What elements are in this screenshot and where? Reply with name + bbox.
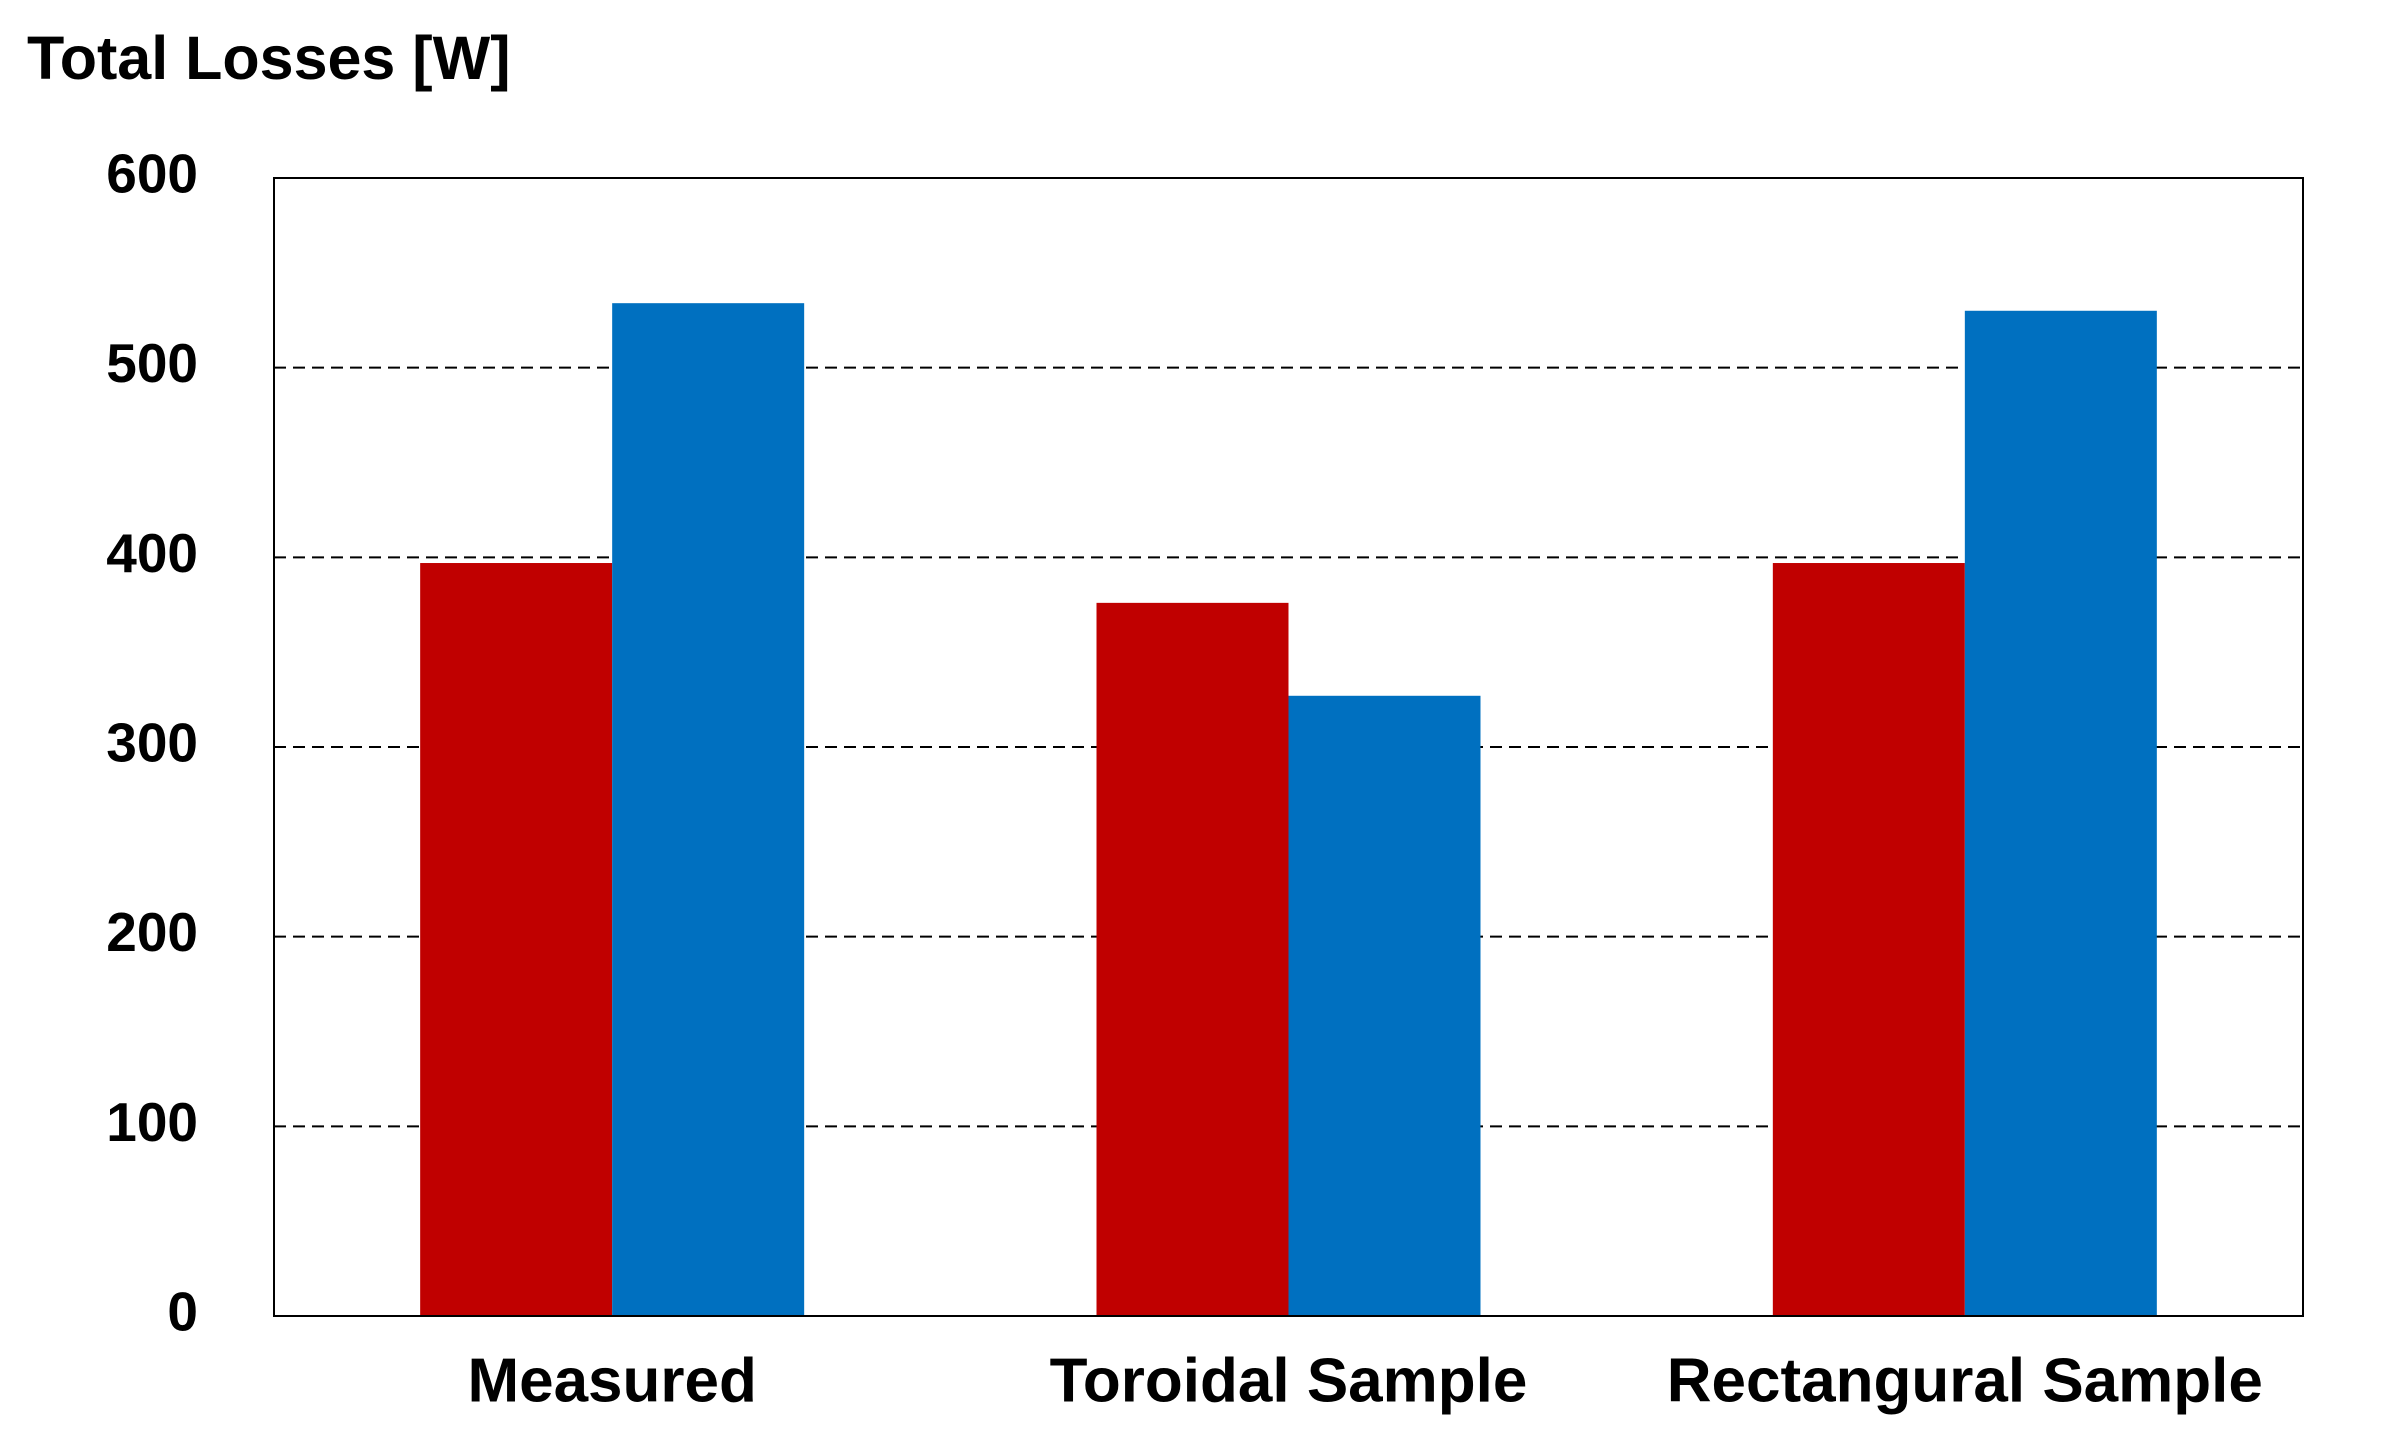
y-tick-label: 400 xyxy=(106,522,198,584)
y-tick-label: 100 xyxy=(106,1091,198,1153)
y-tick-label: 600 xyxy=(106,143,198,205)
bar xyxy=(612,303,805,1316)
plot-frame xyxy=(273,177,2304,1317)
bar xyxy=(420,563,613,1316)
x-tick-label: Toroidal Sample xyxy=(1050,1346,1528,1415)
bar xyxy=(1096,602,1289,1316)
y-axis-label: Total Losses [W] xyxy=(27,24,511,92)
x-tick-label: Measured xyxy=(467,1346,756,1415)
y-tick-label: 300 xyxy=(106,712,198,774)
bar xyxy=(1772,563,1965,1316)
y-tick-label: 500 xyxy=(106,332,198,394)
y-tick-label: 200 xyxy=(106,901,198,963)
y-tick-label: 0 xyxy=(167,1281,198,1343)
x-tick-label: Rectangural Sample xyxy=(1667,1346,2263,1415)
bar xyxy=(1288,695,1481,1316)
bar xyxy=(1964,310,2157,1316)
